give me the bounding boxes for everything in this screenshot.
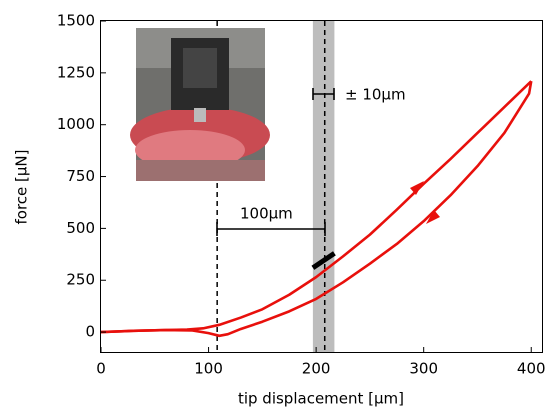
bracket-pm [312,88,335,100]
probe-tip [194,108,206,122]
y-tick-label: 1500 [57,12,95,30]
x-axis-label: tip displacement [µm] [238,390,404,408]
annotation: 100µm [240,205,293,223]
band [312,21,335,352]
y-tick-label: 1250 [57,63,95,81]
x-tick-label: 300 [409,360,438,378]
probe-face [183,48,217,88]
arrow-unload [426,210,440,224]
x-tick-label: 0 [96,360,106,378]
x-tick-label: 200 [302,360,331,378]
arrow-load [410,181,424,195]
y-tick-label: 0 [85,323,95,341]
annotation: ± 10µm [345,86,406,104]
y-tick-label: 1000 [57,115,95,133]
plot-frame [100,20,543,353]
y-tick-label: 750 [66,167,95,185]
bracket-100 [216,222,326,236]
y-tick-label: 250 [66,271,95,289]
x-tick-label: 100 [194,360,223,378]
curve [311,251,336,270]
curve [100,80,533,338]
y-tick-label: 500 [66,219,95,237]
y-axis-label: force [µN] [13,149,31,224]
dish [136,160,265,181]
x-tick-label: 400 [517,360,546,378]
inset-photo [130,28,270,181]
